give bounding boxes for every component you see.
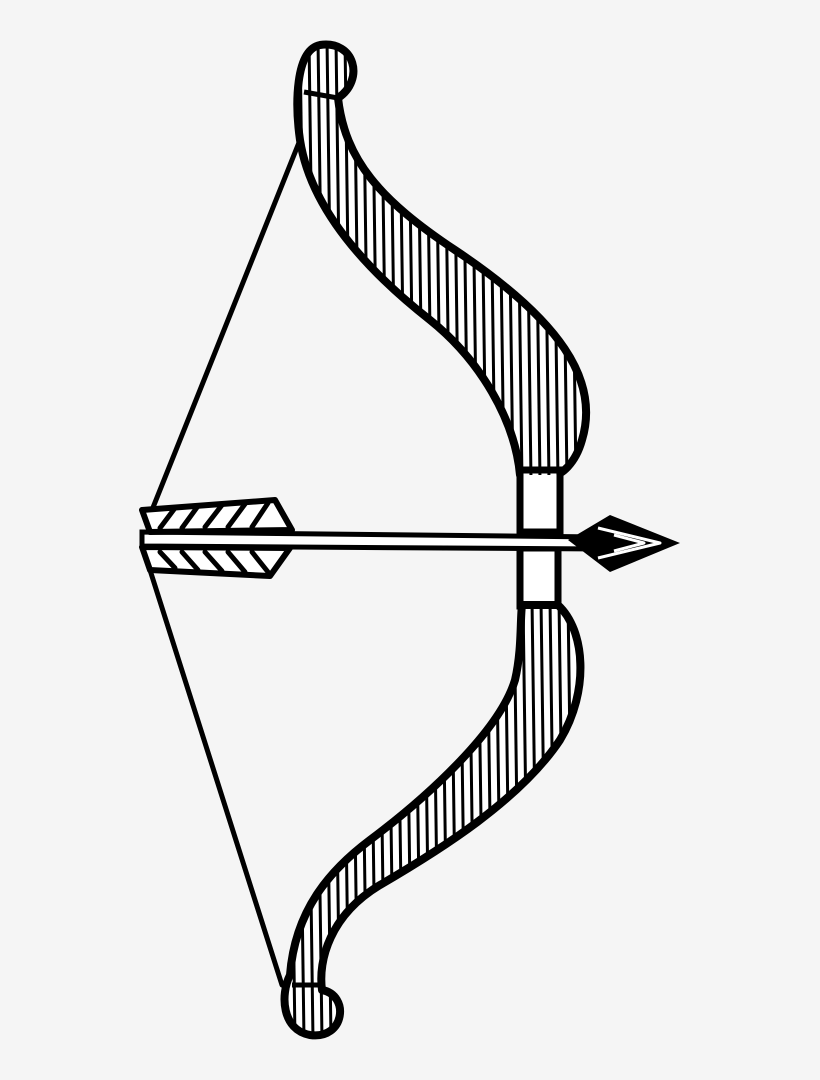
hatch-line xyxy=(343,44,353,475)
hatch-line xyxy=(350,605,360,1036)
arrowhead-icon xyxy=(568,515,680,572)
bow-lower-limb xyxy=(280,601,585,1040)
hatch-line xyxy=(487,44,497,475)
bow-upper-limb xyxy=(293,40,591,479)
arrow-fletching xyxy=(139,497,295,579)
hatch-line xyxy=(377,605,387,1036)
hatch-line xyxy=(332,605,342,1036)
hatch-line xyxy=(494,605,504,1036)
hatch-line xyxy=(586,600,592,1040)
arrow xyxy=(139,497,680,579)
hatch-line xyxy=(368,605,378,1036)
hatch-line xyxy=(359,605,369,1036)
hatch-line xyxy=(341,605,351,1036)
hatch-line xyxy=(503,605,513,1036)
hatch-line xyxy=(478,44,488,475)
hatch-line xyxy=(485,605,495,1036)
hatch-line xyxy=(323,605,333,1036)
bowstring xyxy=(147,137,303,988)
